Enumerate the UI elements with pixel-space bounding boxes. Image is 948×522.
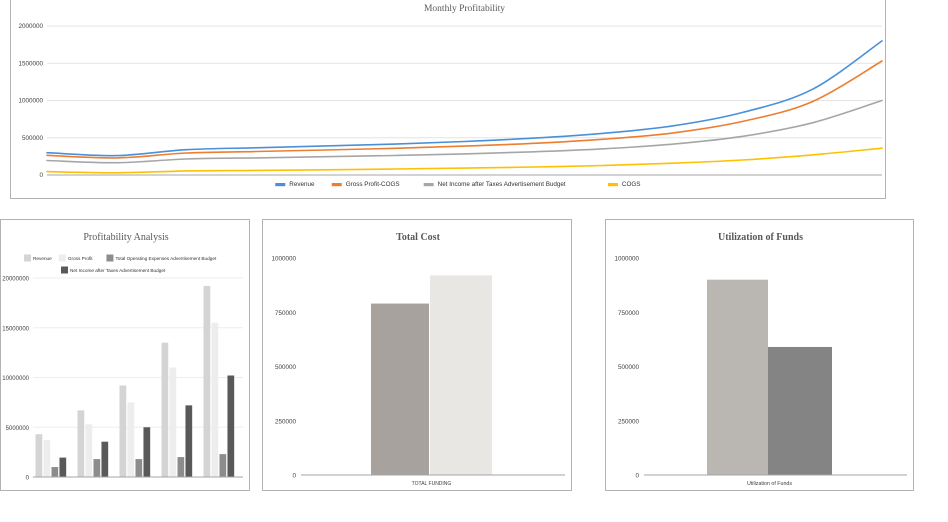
svg-text:0: 0 (26, 476, 30, 482)
svg-text:500000: 500000 (275, 364, 297, 371)
svg-text:5000000: 5000000 (6, 426, 30, 432)
svg-text:2000000: 2000000 (18, 23, 43, 30)
svg-text:COGS: COGS (622, 181, 641, 188)
svg-text:Net Income after Taxes Adverti: Net Income after Taxes Advertisement Bud… (438, 181, 566, 188)
svg-text:250000: 250000 (618, 418, 640, 425)
svg-text:Monthly Profitability: Monthly Profitability (424, 3, 505, 14)
svg-text:0: 0 (39, 172, 43, 179)
svg-text:500000: 500000 (618, 364, 640, 371)
svg-text:Profitability Analysis: Profitability Analysis (83, 232, 168, 243)
svg-text:Total Operating Expenses Adve: Total Operating Expenses Advertisement B… (115, 256, 217, 261)
svg-text:250000: 250000 (275, 418, 297, 425)
svg-text:0: 0 (292, 473, 296, 480)
svg-text:Utilization of Funds: Utilization of Funds (718, 232, 803, 243)
svg-text:1000000: 1000000 (271, 256, 296, 263)
svg-text:Revenue: Revenue (289, 181, 315, 188)
svg-text:20000000: 20000000 (2, 277, 29, 283)
svg-text:0: 0 (635, 473, 639, 480)
svg-text:Revenue: Revenue (33, 256, 52, 261)
svg-text:TOTAL FUNDING: TOTAL FUNDING (412, 481, 452, 487)
svg-text:500000: 500000 (22, 135, 44, 142)
svg-text:10000000: 10000000 (2, 376, 29, 382)
svg-text:750000: 750000 (275, 310, 297, 317)
svg-text:1500000: 1500000 (18, 60, 43, 67)
svg-text:Utilization of Funds: Utilization of Funds (747, 481, 792, 487)
svg-text:Gross Profit-COGS: Gross Profit-COGS (346, 181, 400, 188)
svg-text:Gross Profit: Gross Profit (68, 256, 93, 261)
svg-text:750000: 750000 (618, 310, 640, 317)
svg-text:1000000: 1000000 (614, 256, 639, 263)
svg-text:15000000: 15000000 (2, 326, 29, 332)
svg-text:Net Income after Taxes Adverti: Net Income after Taxes Advertisement Bud… (70, 268, 166, 273)
svg-text:1000000: 1000000 (18, 98, 43, 105)
svg-text:Total Cost: Total Cost (396, 232, 440, 243)
